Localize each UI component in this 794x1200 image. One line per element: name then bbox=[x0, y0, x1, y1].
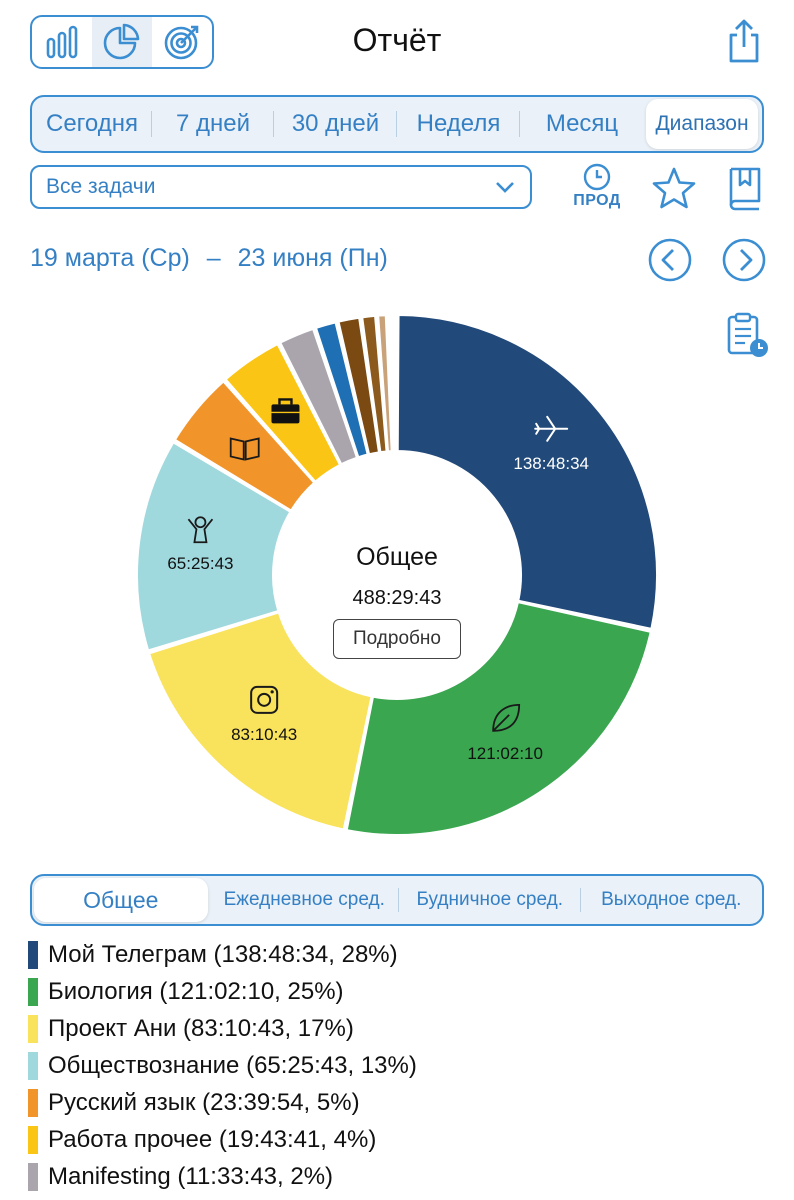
legend-item[interactable]: Проект Ани (83:10:43, 17%) bbox=[28, 1010, 768, 1047]
chart-center-title: Общее bbox=[356, 543, 438, 571]
pie-slice[interactable] bbox=[314, 321, 369, 459]
date-range-separator: – bbox=[206, 244, 221, 272]
pie-chart-icon bbox=[103, 23, 140, 60]
tab-weekday-average[interactable]: Будничное сред. bbox=[399, 876, 581, 924]
pie-slice[interactable] bbox=[396, 314, 658, 630]
legend-text: Мой Телеграм (138:48:34, 28%) bbox=[48, 940, 398, 968]
date-range: 19 марта (Ср) – 23 июня (Пн) bbox=[30, 244, 398, 273]
tab-today[interactable]: Сегодня bbox=[32, 97, 152, 151]
pie-slice[interactable] bbox=[279, 327, 358, 466]
stat-tabs: Общее Ежедневное сред. Будничное сред. В… bbox=[30, 874, 764, 926]
person-icon bbox=[187, 516, 214, 544]
share-icon bbox=[729, 19, 759, 63]
legend-text: Обществознание (65:25:43, 13%) bbox=[48, 1051, 417, 1079]
tab-weekend-average[interactable]: Выходное сред. bbox=[601, 889, 742, 910]
target-view-button[interactable] bbox=[152, 17, 212, 67]
period-tabs: Сегодня 7 дней 30 дней Неделя Месяц Диап… bbox=[30, 95, 764, 153]
book-icon bbox=[229, 437, 260, 461]
previous-period-button[interactable] bbox=[646, 236, 694, 284]
pie-slice[interactable] bbox=[136, 441, 292, 652]
slice-value-label: 83:10:43 bbox=[231, 725, 297, 744]
tab-overall[interactable]: Общее bbox=[34, 878, 208, 922]
legend-item[interactable]: Manifesting (11:33:43, 2%) bbox=[28, 1158, 768, 1195]
bookmarks-button[interactable] bbox=[722, 162, 768, 212]
pie-slice[interactable] bbox=[148, 611, 373, 831]
legend-item[interactable]: Обществознание (65:25:43, 13%) bbox=[28, 1047, 768, 1084]
legend-swatch bbox=[28, 977, 38, 1006]
donut-chart: 138:48:34 121:02:10 83:10:43 65:25:43 bbox=[136, 314, 658, 836]
briefcase-icon bbox=[271, 398, 300, 424]
prod-button[interactable]: ПРОД bbox=[566, 162, 628, 220]
tab-daily-average[interactable]: Ежедневное сред. bbox=[210, 876, 400, 924]
instagram-icon bbox=[250, 685, 279, 714]
tab-range[interactable]: Диапазон bbox=[646, 99, 758, 149]
legend-swatch bbox=[28, 1014, 38, 1043]
chevron-right-circle-icon bbox=[722, 238, 766, 282]
date-range-end[interactable]: 23 июня (Пн) bbox=[237, 244, 388, 272]
legend-swatch bbox=[28, 1088, 38, 1117]
pie-slice[interactable] bbox=[387, 314, 396, 453]
tab-7-days[interactable]: 7 дней bbox=[152, 97, 274, 151]
chart-center-total: 488:29:43 bbox=[352, 587, 442, 609]
details-button[interactable]: Подробно bbox=[333, 619, 461, 659]
task-filter-select[interactable]: Все задачи bbox=[30, 165, 532, 209]
page-title: Отчёт bbox=[352, 22, 442, 58]
clipboard-clock-icon bbox=[727, 312, 768, 357]
legend-item[interactable]: Работа прочее (19:43:41, 4%) bbox=[28, 1121, 768, 1158]
legend-item[interactable]: Мой Телеграм (138:48:34, 28%) bbox=[28, 936, 768, 973]
legend-text: Русский язык (23:39:54, 5%) bbox=[48, 1088, 360, 1116]
bar-chart-view-button[interactable] bbox=[32, 17, 92, 67]
star-icon bbox=[652, 167, 696, 209]
legend-item[interactable]: Русский язык (23:39:54, 5%) bbox=[28, 1084, 768, 1121]
tab-30-days[interactable]: 30 дней bbox=[274, 97, 397, 151]
tab-week[interactable]: Неделя bbox=[397, 97, 520, 151]
view-mode-group bbox=[30, 15, 214, 69]
book-bookmark-icon bbox=[729, 167, 761, 211]
slice-value-label: 121:02:10 bbox=[467, 744, 543, 763]
task-filter-value: Все задачи bbox=[46, 175, 156, 198]
pie-slice[interactable] bbox=[337, 316, 380, 456]
slice-value-label: 65:25:43 bbox=[167, 554, 233, 573]
date-range-start[interactable]: 19 марта (Ср) bbox=[30, 244, 190, 272]
pie-chart-view-button[interactable] bbox=[92, 17, 152, 67]
next-period-button[interactable] bbox=[720, 236, 768, 284]
pie-slice[interactable] bbox=[377, 314, 393, 453]
target-icon bbox=[164, 25, 199, 60]
prod-label: ПРОД bbox=[573, 192, 621, 209]
legend: Мой Телеграм (138:48:34, 28%) Биология (… bbox=[28, 936, 768, 1195]
legend-text: Биология (121:02:10, 25%) bbox=[48, 977, 344, 1005]
pie-slice[interactable] bbox=[345, 601, 652, 836]
bar-chart-icon bbox=[46, 25, 78, 59]
share-button[interactable] bbox=[722, 16, 766, 66]
legend-swatch bbox=[28, 1051, 38, 1080]
chevron-left-circle-icon bbox=[648, 238, 692, 282]
clock-icon bbox=[583, 163, 611, 191]
legend-swatch bbox=[28, 1125, 38, 1154]
legend-text: Manifesting (11:33:43, 2%) bbox=[48, 1162, 334, 1190]
favorite-button[interactable] bbox=[650, 165, 698, 211]
slice-value-label: 138:48:34 bbox=[513, 454, 589, 473]
pie-slice[interactable] bbox=[392, 314, 398, 453]
airplane-icon bbox=[534, 415, 569, 442]
pie-slice[interactable] bbox=[361, 314, 388, 454]
leaf-icon bbox=[492, 703, 521, 732]
tab-month[interactable]: Месяц bbox=[545, 110, 619, 137]
legend-text: Работа прочее (19:43:41, 4%) bbox=[48, 1125, 377, 1153]
legend-text: Проект Ани (83:10:43, 17%) bbox=[48, 1014, 354, 1042]
chevron-down-icon bbox=[496, 182, 514, 193]
legend-item[interactable]: Биология (121:02:10, 25%) bbox=[28, 973, 768, 1010]
legend-swatch bbox=[28, 1162, 38, 1191]
history-button[interactable] bbox=[722, 310, 772, 360]
legend-swatch bbox=[28, 940, 38, 969]
